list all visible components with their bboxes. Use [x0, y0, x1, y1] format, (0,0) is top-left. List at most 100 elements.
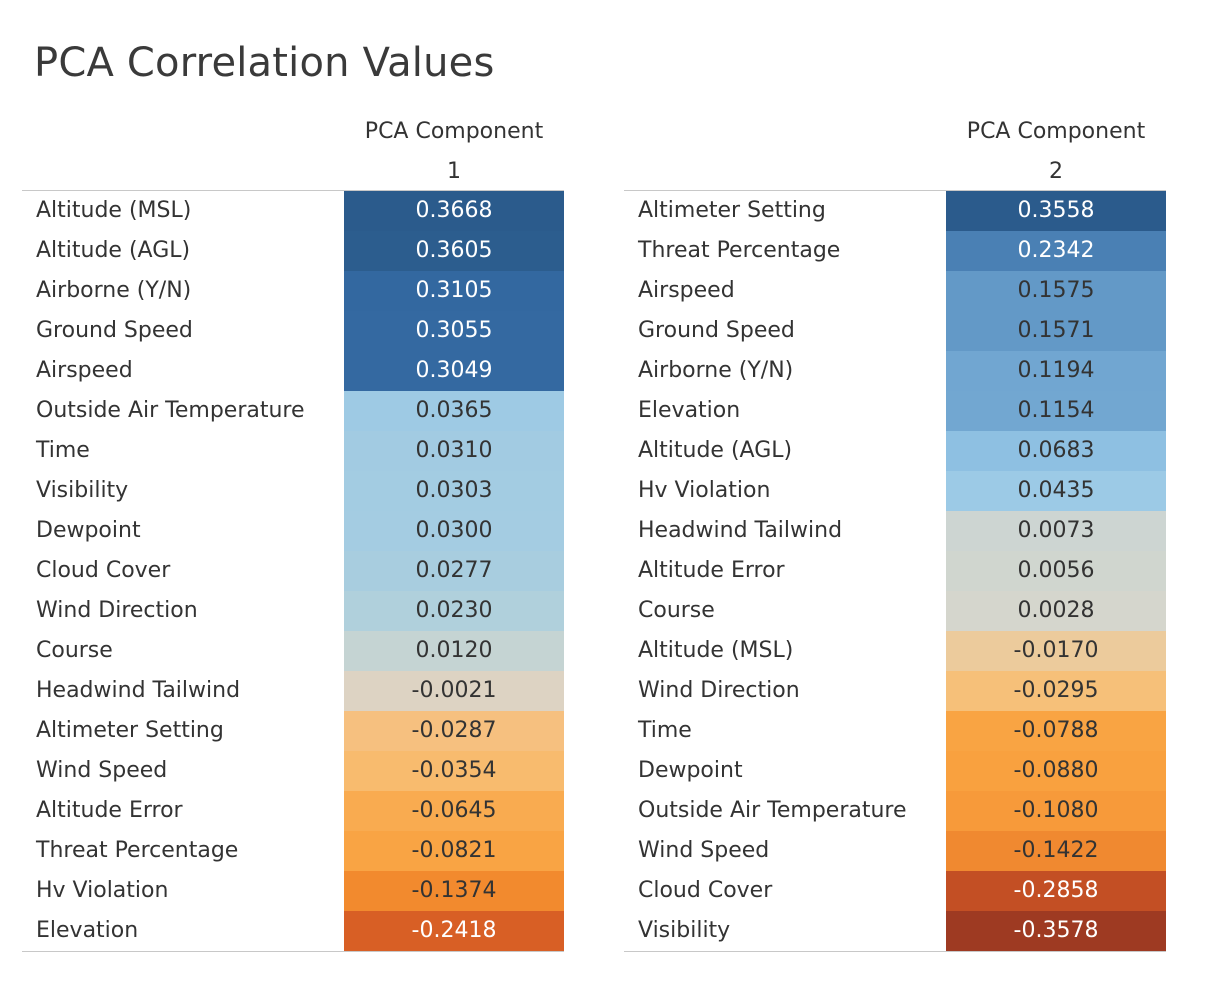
column-header: PCA Component 1: [344, 112, 564, 190]
value-cell: 0.3105: [344, 271, 564, 311]
value-cell: -0.1422: [946, 831, 1166, 871]
table-row: Airborne (Y/N) 0.3105: [22, 271, 564, 311]
value-cell: 0.0303: [344, 471, 564, 511]
table-row: Altimeter Setting -0.0287: [22, 711, 564, 751]
table-row: Hv Violation 0.0435: [624, 471, 1166, 511]
column-header-line2: 2: [1049, 159, 1063, 184]
row-label: Altitude Error: [36, 798, 183, 823]
table-row: Wind Speed -0.1422: [624, 831, 1166, 871]
value-cell: 0.3049: [344, 351, 564, 391]
row-label: Cloud Cover: [638, 878, 773, 903]
row-label: Ground Speed: [36, 318, 193, 343]
table-row: Dewpoint 0.0300: [22, 511, 564, 551]
row-label: Outside Air Temperature: [638, 798, 907, 823]
value-cell: 0.0056: [946, 551, 1166, 591]
table-row: Course 0.0120: [22, 631, 564, 671]
row-label: Threat Percentage: [638, 238, 841, 263]
row-label: Wind Speed: [638, 838, 770, 863]
value-cell: 0.0300: [344, 511, 564, 551]
table-row: Altitude (MSL) -0.0170: [624, 631, 1166, 671]
row-label: Altitude (MSL): [36, 198, 192, 223]
value-cell: 0.0683: [946, 431, 1166, 471]
row-label: Altimeter Setting: [36, 718, 224, 743]
value-cell: 0.3668: [344, 191, 564, 231]
row-label: Visibility: [638, 918, 731, 943]
column-header-line1: PCA Component: [364, 119, 544, 144]
pca-component-1-table: PCA Component 1 Altitude (MSL) 0.3668 Alti…: [22, 112, 564, 952]
row-label: Altitude (MSL): [638, 638, 794, 663]
value-cell: 0.1194: [946, 351, 1166, 391]
table-row: Dewpoint -0.0880: [624, 751, 1166, 791]
table-row: Time 0.0310: [22, 431, 564, 471]
table-row: Cloud Cover 0.0277: [22, 551, 564, 591]
row-label: Airspeed: [638, 278, 735, 303]
value-cell: -0.0788: [946, 711, 1166, 751]
table-row: Outside Air Temperature -0.1080: [624, 791, 1166, 831]
row-label: Time: [638, 718, 692, 743]
row-label: Hv Violation: [638, 478, 771, 503]
table-row: Threat Percentage 0.2342: [624, 231, 1166, 271]
table-row: Airspeed 0.1575: [624, 271, 1166, 311]
table-row: Wind Speed -0.0354: [22, 751, 564, 791]
value-cell: 0.0277: [344, 551, 564, 591]
table-row: Wind Direction -0.0295: [624, 671, 1166, 711]
table-row: Altitude Error 0.0056: [624, 551, 1166, 591]
row-label: Elevation: [638, 398, 741, 423]
value-cell: -0.0354: [344, 751, 564, 791]
table-row: Visibility 0.0303: [22, 471, 564, 511]
row-label: Outside Air Temperature: [36, 398, 305, 423]
value-cell: 0.3605: [344, 231, 564, 271]
value-cell: 0.0028: [946, 591, 1166, 631]
table-body: Altimeter Setting 0.3558 Threat Percentage…: [624, 190, 1166, 952]
row-label: Airspeed: [36, 358, 133, 383]
value-cell: 0.0435: [946, 471, 1166, 511]
table-row: Threat Percentage -0.0821: [22, 831, 564, 871]
table-row: Headwind Tailwind -0.0021: [22, 671, 564, 711]
value-cell: 0.0120: [344, 631, 564, 671]
row-label: Course: [638, 598, 715, 623]
value-cell: 0.3558: [946, 191, 1166, 231]
table-row: Headwind Tailwind 0.0073: [624, 511, 1166, 551]
value-cell: -0.0821: [344, 831, 564, 871]
table-row: Visibility -0.3578: [624, 911, 1166, 951]
table-row: Ground Speed 0.3055: [22, 311, 564, 351]
value-cell: -0.0287: [344, 711, 564, 751]
table-row: Ground Speed 0.1571: [624, 311, 1166, 351]
table-body: Altitude (MSL) 0.3668 Altitude (AGL) 0.3605…: [22, 190, 564, 952]
table-row: Hv Violation -0.1374: [22, 871, 564, 911]
table-row: Time -0.0788: [624, 711, 1166, 751]
value-cell: -0.2418: [344, 911, 564, 951]
value-cell: -0.0880: [946, 751, 1166, 791]
table-row: Airborne (Y/N) 0.1194: [624, 351, 1166, 391]
table-row: Outside Air Temperature 0.0365: [22, 391, 564, 431]
row-label: Threat Percentage: [36, 838, 239, 863]
row-label: Cloud Cover: [36, 558, 171, 583]
value-cell: 0.1571: [946, 311, 1166, 351]
value-cell: 0.1575: [946, 271, 1166, 311]
row-label: Airborne (Y/N): [638, 358, 794, 383]
value-cell: 0.0365: [344, 391, 564, 431]
row-label: Wind Speed: [36, 758, 168, 783]
row-label: Elevation: [36, 918, 139, 943]
row-label: Course: [36, 638, 113, 663]
table-row: Airspeed 0.3049: [22, 351, 564, 391]
row-label: Wind Direction: [638, 678, 800, 703]
value-cell: -0.1080: [946, 791, 1166, 831]
table-row: Altimeter Setting 0.3558: [624, 191, 1166, 231]
pca-component-2-table: PCA Component 2 Altimeter Setting 0.3558 T…: [624, 112, 1166, 952]
row-label: Altitude (AGL): [638, 438, 793, 463]
row-label: Dewpoint: [638, 758, 743, 783]
value-cell: 0.0230: [344, 591, 564, 631]
row-label: Visibility: [36, 478, 129, 503]
table-row: Cloud Cover -0.2858: [624, 871, 1166, 911]
value-cell: 0.0073: [946, 511, 1166, 551]
column-header-line1: PCA Component: [966, 119, 1146, 144]
row-label: Headwind Tailwind: [36, 678, 241, 703]
page-title: PCA Correlation Values: [34, 40, 495, 86]
value-cell: -0.0295: [946, 671, 1166, 711]
value-cell: -0.1374: [344, 871, 564, 911]
column-header-line2: 1: [447, 159, 461, 184]
table-row: Altitude Error -0.0645: [22, 791, 564, 831]
row-label: Altitude (AGL): [36, 238, 191, 263]
column-header: PCA Component 2: [946, 112, 1166, 190]
